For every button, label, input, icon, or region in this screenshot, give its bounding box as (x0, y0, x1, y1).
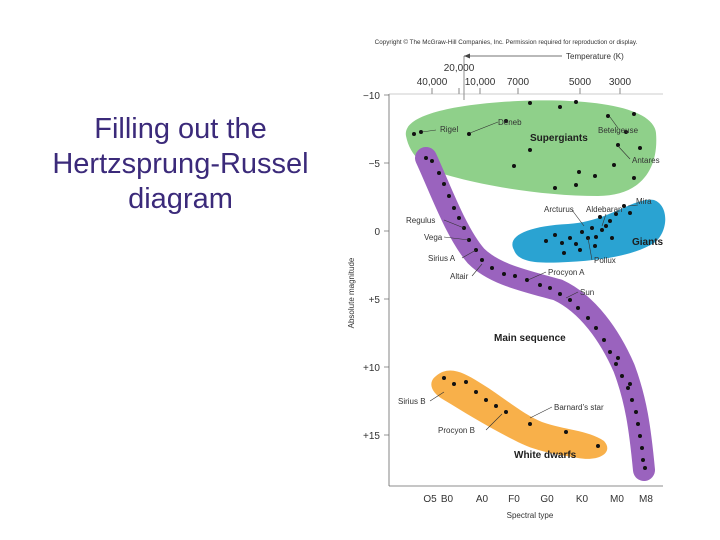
temp-tick-label: 5000 (569, 77, 592, 88)
mag-tick-label: +15 (363, 431, 380, 442)
mag-tick-label: +5 (369, 295, 381, 306)
white-dwarfs-label: White dwarfs (514, 450, 577, 461)
temp-tick-label: 20,000 (444, 63, 475, 74)
star-label-rigel: Rigel (440, 125, 458, 134)
temp-tick-label: 40,000 (417, 77, 448, 88)
mag-tick-label: −5 (369, 159, 381, 170)
giants-region (512, 199, 666, 263)
magnitude-axis-label: Absolute magnitude (347, 257, 356, 328)
star-label-sun: Sun (580, 288, 594, 297)
spectral-tick-label: O5 (423, 494, 437, 505)
star-label-vega: Vega (424, 233, 443, 242)
copyright-notice: Copyright © The McGraw-Hill Companies, I… (375, 38, 638, 46)
star-label-deneb: Deneb (498, 118, 522, 127)
temp-tick-label: 7000 (507, 77, 530, 88)
main-sequence-band (415, 147, 655, 481)
temp-tick-label: 10,000 (465, 77, 496, 88)
star-label-procyon-a: Procyon A (548, 268, 585, 277)
slide-title: Filling out the Hertzsprung-Russel diagr… (18, 112, 343, 217)
spectral-tick-label: A0 (476, 494, 489, 505)
temperature-axis-label: Temperature (K) (566, 52, 624, 61)
spectral-tick-label: B0 (441, 494, 454, 505)
star-label-altair: Altair (450, 272, 469, 281)
supergiants-region (405, 100, 657, 196)
star-label-arcturus: Arcturus (544, 205, 574, 214)
star-label-pollux: Pollux (594, 256, 616, 265)
main-sequence-label: Main sequence (494, 333, 566, 344)
slide-title-line-2: Hertzsprung-Russel (52, 148, 309, 180)
star-label-mira: Mira (636, 197, 652, 206)
spectral-tick-label: G0 (540, 494, 554, 505)
star-label-antares: Antares (632, 156, 660, 165)
star-label-aldebaran: Aldebaran (586, 205, 622, 214)
star-label-sirius-a: Sirius A (428, 254, 456, 263)
hr-diagram: Copyright © The McGraw-Hill Companies, I… (347, 38, 666, 520)
mag-tick-label: +10 (363, 363, 380, 374)
star-label-procyon-b: Procyon B (438, 426, 475, 435)
star-dots (412, 100, 647, 470)
star-label-betelgeuse: Betelgeuse (598, 126, 639, 135)
leader-lines (421, 116, 639, 431)
supergiants-label: Supergiants (530, 133, 588, 144)
slide-title-line-1: Filling out the (94, 113, 267, 145)
spectral-tick-label: K0 (576, 494, 589, 505)
giants-label: Giants (632, 237, 664, 248)
spectral-tick-label: M0 (610, 494, 624, 505)
temperature-arrow-head (464, 53, 470, 59)
mag-tick-label: −10 (363, 91, 380, 102)
mag-tick-label: 0 (374, 227, 380, 238)
spectral-tick-label: F0 (508, 494, 520, 505)
temp-ticks (431, 88, 621, 94)
star-label-sirius-b: Sirius B (398, 397, 426, 406)
star-label-regulus: Regulus (406, 216, 435, 225)
white-dwarfs-region (431, 370, 608, 459)
mag-ticks (384, 94, 389, 436)
star-label-barnards-star: Barnard’s star (554, 403, 604, 412)
temp-tick-label: 3000 (609, 77, 632, 88)
spectral-tick-label: M8 (639, 494, 653, 505)
slide-title-line-3: diagram (128, 183, 233, 215)
spectral-axis-label: Spectral type (507, 511, 554, 520)
